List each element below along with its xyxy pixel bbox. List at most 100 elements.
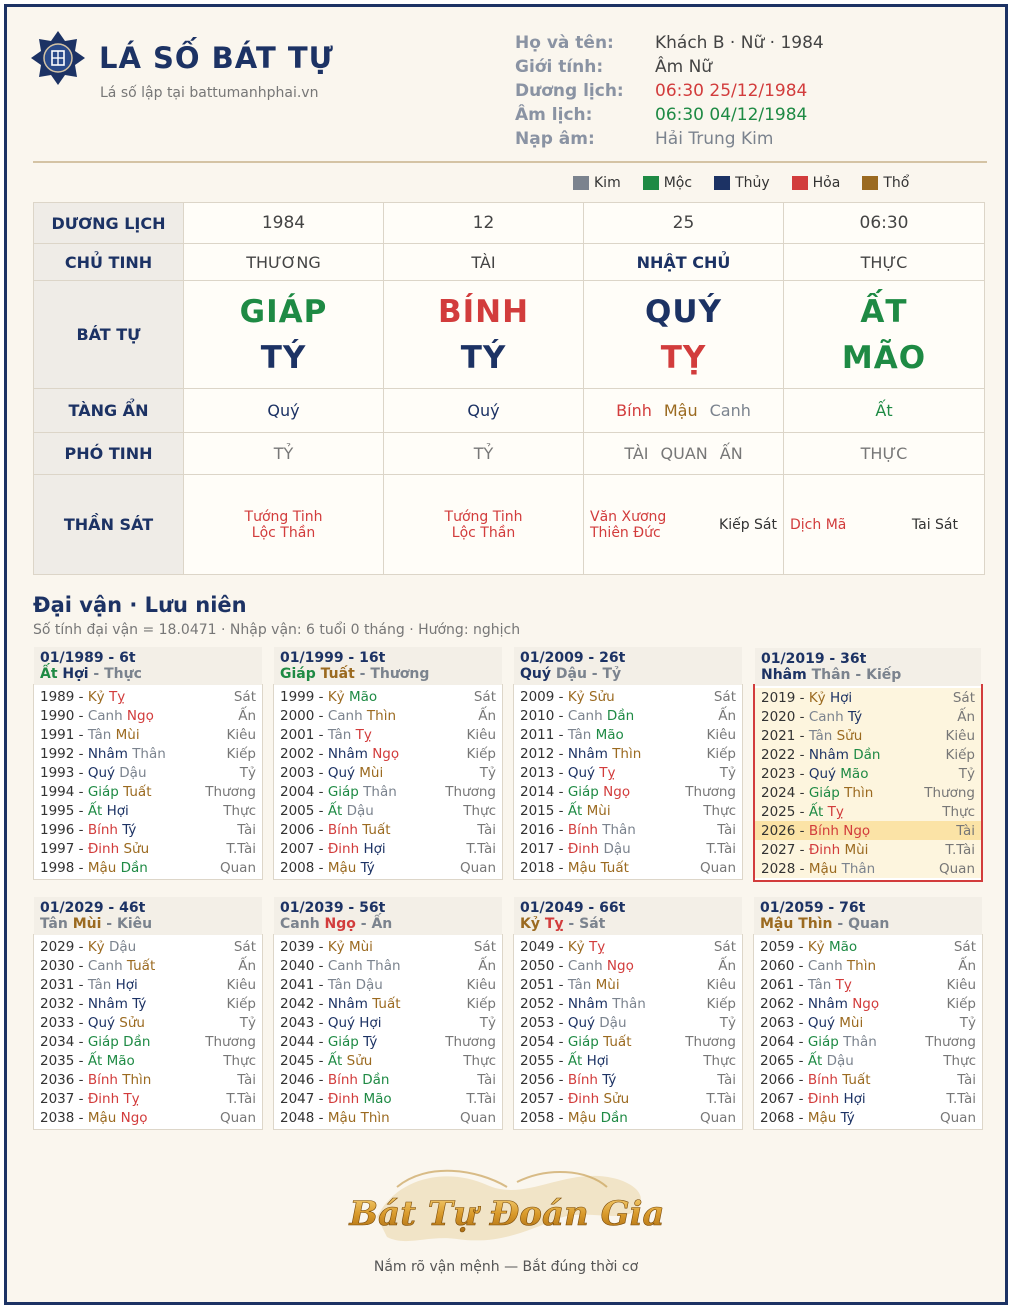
info-label: Nạp âm: bbox=[515, 129, 595, 149]
than-sat-day: Văn Xương Thiên Đức Kiếp Sát bbox=[583, 474, 784, 575]
dai-van-can: Giáp bbox=[280, 666, 316, 682]
year-left: 1993 - Quý Dậu bbox=[40, 765, 147, 781]
year-can: Đinh bbox=[87, 840, 120, 857]
year-row: 1997 - Đinh Sửu T.Tài bbox=[34, 839, 262, 858]
year-number: 2041 - bbox=[280, 976, 328, 993]
year-number: 2005 - bbox=[280, 802, 328, 819]
year-row: 2060 - Canh Thìn Ấn bbox=[754, 956, 982, 975]
dai-van-sep: - bbox=[355, 916, 372, 932]
dai-van-can: Nhâm bbox=[761, 667, 807, 683]
pillar-year: GIÁP TÝ bbox=[183, 280, 384, 389]
dai-van-star: Kiếp bbox=[866, 667, 902, 683]
year-chi: Thìn bbox=[122, 1071, 152, 1088]
year-number: 2064 - bbox=[760, 1033, 808, 1050]
bat-tu-doan-gia-logo: Bát Tự Đoán Gia bbox=[348, 1169, 665, 1242]
year-chi: Thìn bbox=[360, 1109, 390, 1126]
year-number: 2045 - bbox=[280, 1052, 328, 1069]
year-left: 2013 - Quý Tỵ bbox=[520, 765, 616, 781]
year-row: 2036 - Bính Thìn Tài bbox=[34, 1070, 262, 1089]
dai-van-years: 2039 - Kỷ Mùi Sát 2040 - Canh Thân Ấn 2041 -… bbox=[274, 935, 502, 1129]
year-chi: Dần bbox=[362, 1071, 390, 1088]
year-star: Sát bbox=[713, 938, 736, 955]
year-chi: Thân bbox=[841, 860, 876, 877]
year-number: 2028 - bbox=[761, 860, 809, 877]
hidden-stem: Bính bbox=[616, 401, 652, 420]
year-row: 2032 - Nhâm Tý Kiếp bbox=[34, 994, 262, 1013]
year-chi: Mùi bbox=[359, 764, 384, 781]
year-can: Canh bbox=[327, 957, 363, 974]
year-number: 1997 - bbox=[40, 840, 88, 857]
year-star: Kiêu bbox=[466, 976, 496, 993]
dai-van-years: 2029 - Kỷ Dậu Sát 2030 - Canh Tuất Ấn 2031 -… bbox=[34, 935, 262, 1129]
year-chi: Hợi bbox=[363, 840, 386, 857]
year-row: 2044 - Giáp Tý Thương bbox=[274, 1032, 502, 1051]
legend-label: Mộc bbox=[663, 175, 693, 191]
year-number: 2050 - bbox=[520, 957, 568, 974]
year-can: Bính bbox=[807, 1071, 838, 1088]
year-chi: Tỵ bbox=[835, 976, 852, 993]
year-can: Giáp bbox=[567, 1033, 599, 1050]
year-row: 2042 - Nhâm Tuất Kiếp bbox=[274, 994, 502, 1013]
year-left: 2041 - Tân Dậu bbox=[280, 977, 383, 993]
year-number: 2012 - bbox=[520, 745, 568, 762]
year-star: T.Tài bbox=[946, 1090, 976, 1107]
year-left: 2002 - Nhâm Ngọ bbox=[280, 746, 399, 762]
year-can: Canh bbox=[807, 957, 843, 974]
can-year: GIÁP bbox=[239, 293, 328, 330]
than-sat-right: Kiếp Sát bbox=[719, 517, 777, 533]
year-can: Giáp bbox=[327, 1033, 359, 1050]
year-row: 1999 - Kỷ Mão Sát bbox=[274, 687, 502, 706]
year-star: Kiếp bbox=[466, 995, 496, 1012]
year-can: Ất bbox=[567, 1052, 583, 1069]
year-star: Quan bbox=[699, 1109, 736, 1126]
than-sat-item: Kiếp Sát bbox=[719, 516, 777, 533]
year-can: Đinh bbox=[807, 1090, 840, 1107]
year-left: 2026 - Bính Ngọ bbox=[761, 823, 870, 839]
year-left: 2025 - Ất Tỵ bbox=[761, 804, 844, 820]
year-can: Tân bbox=[808, 727, 833, 744]
legend-label: Hỏa bbox=[812, 175, 841, 191]
year-star: Kiêu bbox=[946, 976, 976, 993]
than-sat-hour: Dịch Mã Tai Sát bbox=[783, 474, 985, 575]
year-star: Tỷ bbox=[719, 1014, 736, 1031]
page-subtitle: Lá số lập tại battumanhphai.vn bbox=[100, 85, 319, 101]
year-can: Giáp bbox=[808, 784, 840, 801]
dai-van-card: 01/2029 - 46t Tân Mùi - Kiêu 2029 - Kỷ Dậu… bbox=[33, 897, 263, 1130]
year-chi: Ngọ bbox=[126, 707, 154, 724]
year-left: 2040 - Canh Thân bbox=[280, 958, 401, 974]
year-can: Kỷ bbox=[87, 688, 105, 705]
year-star: Tài bbox=[957, 1071, 976, 1088]
year-can: Kỷ bbox=[567, 688, 585, 705]
year-row: 2059 - Kỷ Mão Sát bbox=[754, 937, 982, 956]
info-row: Dương lịch: 06:30 25/12/1984 bbox=[515, 79, 824, 103]
dai-van-chi: Tỵ bbox=[544, 916, 564, 932]
year-row: 2034 - Giáp Dần Thương bbox=[34, 1032, 262, 1051]
dai-van-star: Thực bbox=[104, 666, 142, 682]
dai-van-card-header: 01/2059 - 76t Mậu Thìn - Quan bbox=[754, 897, 982, 935]
dai-van-star: Tỷ bbox=[602, 666, 622, 682]
year-row: 2002 - Nhâm Ngọ Kiếp bbox=[274, 744, 502, 763]
year-number: 2048 - bbox=[280, 1109, 328, 1126]
year-can: Đinh bbox=[567, 1090, 600, 1107]
dai-van-card-header: 01/2009 - 26t Quý Dậu - Tỷ bbox=[514, 647, 742, 685]
dai-van-years: 2049 - Kỷ Tỵ Sát 2050 - Canh Ngọ Ấn 2051 - T… bbox=[514, 935, 742, 1129]
year-left: 2049 - Kỷ Tỵ bbox=[520, 939, 605, 955]
year-number: 2000 - bbox=[280, 707, 328, 724]
legend-swatch-icon bbox=[862, 176, 879, 190]
year-number: 2013 - bbox=[520, 764, 568, 781]
secondary-star: TÀI bbox=[624, 444, 649, 463]
year-chi: Thân bbox=[602, 821, 636, 838]
year-left: 1996 - Bính Tý bbox=[40, 822, 136, 838]
year-left: 1990 - Canh Ngọ bbox=[40, 708, 154, 724]
year-number: 1993 - bbox=[40, 764, 88, 781]
year-can: Canh bbox=[567, 707, 603, 724]
year-star: Ấn bbox=[718, 957, 736, 974]
dai-van-can: Mậu bbox=[760, 916, 794, 932]
pho-tinh-hour: THỰC bbox=[783, 432, 985, 475]
chu-tinh-year: THƯƠNG bbox=[183, 243, 384, 281]
year-star: Kiếp bbox=[226, 745, 256, 762]
year-chi: Ngọ bbox=[852, 995, 880, 1012]
chi-hour: MÃO bbox=[841, 339, 927, 376]
year-row: 2014 - Giáp Ngọ Thương bbox=[514, 782, 742, 801]
year-row: 2061 - Tân Tỵ Kiêu bbox=[754, 975, 982, 994]
